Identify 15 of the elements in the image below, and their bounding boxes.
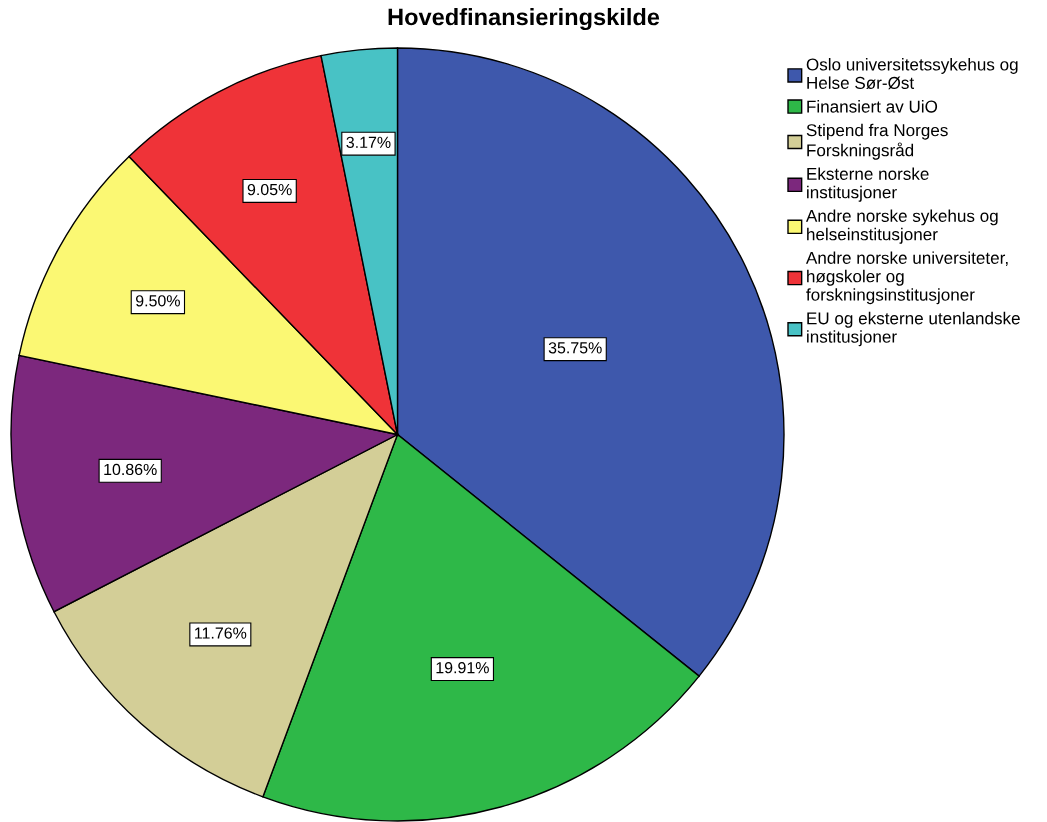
data-label: 11.76% [195, 627, 247, 639]
legend-label: Andre norske universiteter, høgskoler og forskningsinstitusjoner [805, 251, 1008, 305]
legend-label: Finansiert av UiO [807, 100, 938, 113]
data-label: 3.17% [346, 136, 391, 149]
legend-label: Stipend fra Norges Forskningsråd [806, 123, 948, 160]
data-label: 9.50% [135, 295, 180, 307]
legend-label: Andre norske sykehus og helseinstitusjoner [805, 209, 998, 244]
legend-label: EU og eksterne utenlandske institusjoner [807, 311, 1020, 347]
data-label: 10.86% [104, 463, 157, 476]
data-label: 9.05% [247, 183, 292, 196]
legend-label: Eksterne norske institusjoner [807, 167, 929, 202]
data-label: 19.91% [436, 662, 489, 674]
data-label: 35.75% [548, 342, 602, 354]
legend-label: Oslo universitetssykehus og Helse Sør-Øst [806, 58, 1018, 90]
chart-title: Hovedfinansieringskilde [388, 8, 660, 31]
